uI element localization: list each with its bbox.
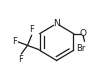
Text: Br: Br <box>76 44 85 53</box>
Text: N: N <box>53 19 60 28</box>
Text: F: F <box>18 55 23 64</box>
Text: O: O <box>79 29 86 38</box>
Text: F: F <box>29 25 34 34</box>
Text: F: F <box>12 37 17 47</box>
